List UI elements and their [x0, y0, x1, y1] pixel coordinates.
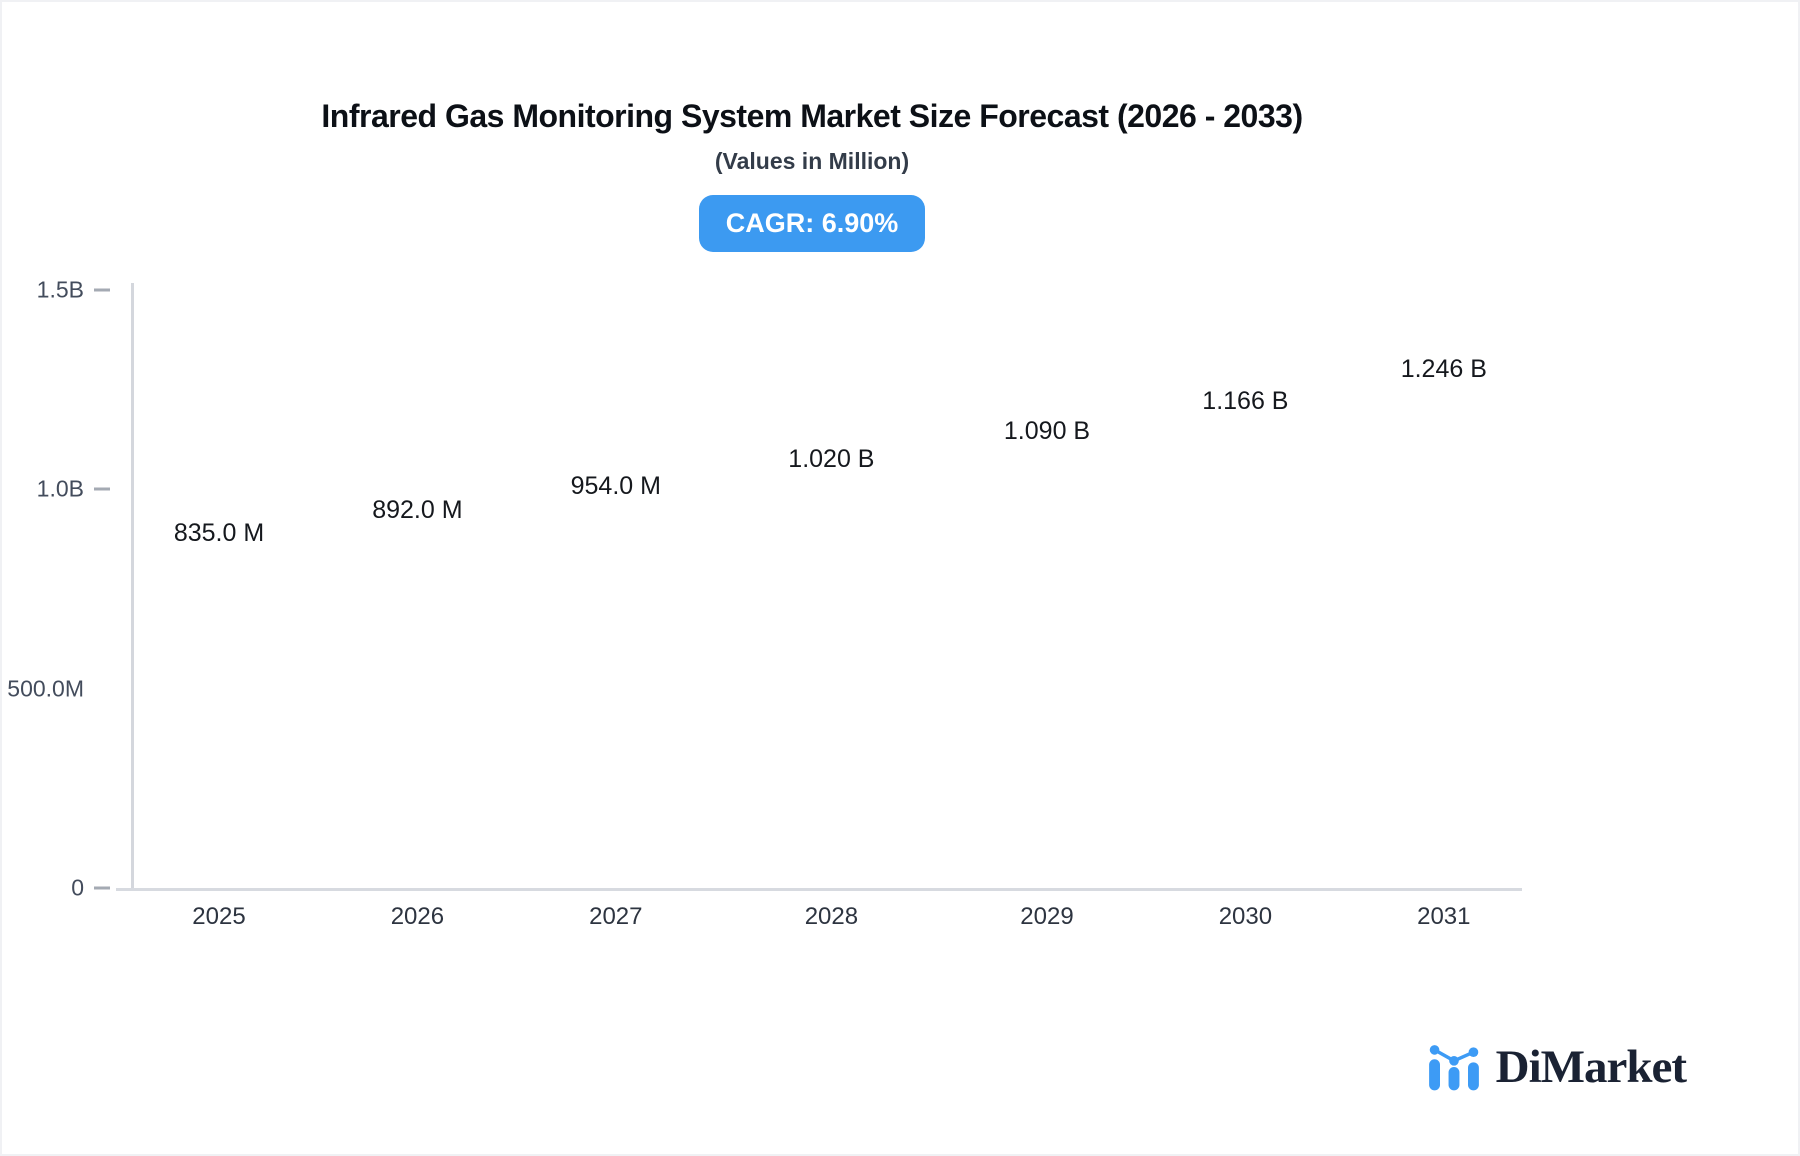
x-axis-label: 2026 — [390, 903, 445, 930]
bar-value-label: 1.166 B — [1202, 387, 1289, 415]
chart-header: Infrared Gas Monitoring System Market Si… — [2, 98, 1622, 252]
bar-value-label: 1.246 B — [1400, 355, 1487, 383]
x-axis-label: 2028 — [804, 903, 859, 930]
x-axis-label: 2031 — [1417, 903, 1471, 930]
y-tick-label: 1.0B — [36, 475, 84, 502]
bar-value-label: 954.0 M — [570, 472, 661, 500]
brand-watermark: DiMarket — [1426, 1040, 1687, 1094]
brand-name: DiMarket — [1495, 1041, 1687, 1093]
y-axis-line — [131, 283, 134, 891]
y-tick-label: 500.0M — [7, 675, 84, 702]
x-axis-label: 2027 — [589, 903, 643, 930]
chart-subtitle: (Values in Million) — [714, 148, 910, 174]
y-tick-mark — [94, 288, 110, 292]
chart-title: Infrared Gas Monitoring System Market Si… — [321, 98, 1303, 134]
bar-value-label: 1.020 B — [788, 445, 875, 473]
cagr-badge: CAGR: 6.90% — [698, 195, 926, 252]
x-axis-label: 2025 — [192, 903, 246, 930]
y-tick-label: 1.5B — [36, 276, 84, 303]
bar-value-label: 835.0 M — [173, 519, 265, 547]
x-axis-label: 2030 — [1218, 903, 1273, 930]
x-axis-label: 2029 — [1020, 903, 1074, 930]
y-tick-label: 0 — [71, 874, 84, 901]
y-tick-mark — [94, 487, 110, 491]
bar-value-label: 892.0 M — [372, 496, 463, 524]
dimarket-logo-icon — [1428, 1045, 1479, 1091]
x-axis-line — [116, 888, 1522, 891]
bar-value-label: 1.090 B — [1003, 417, 1091, 445]
y-tick-mark — [94, 886, 110, 890]
